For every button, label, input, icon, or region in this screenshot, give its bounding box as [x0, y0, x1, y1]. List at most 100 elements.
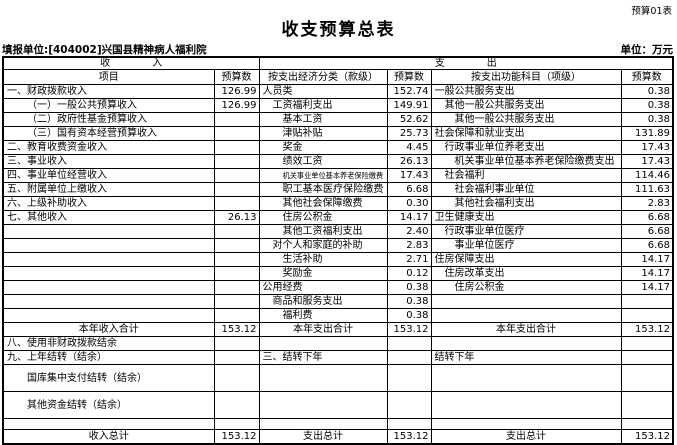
func-subject-label: 社会福利事业单位 — [430, 182, 622, 197]
income-budget-value: 26.13 — [213, 210, 260, 225]
func-subject-label: 行政事业单位养老支出 — [430, 140, 622, 155]
table-row: 收入总计 153.12 支出总计 153.12 支出总计 153.12 — [2, 429, 674, 445]
func-subject-label: 其他一般公共服务支出 — [430, 112, 622, 127]
income-item-label: 本年收入合计 — [2, 322, 215, 337]
income-item-label: 二、教育收费资金收入 — [2, 140, 215, 155]
func-budget-value — [620, 308, 674, 323]
func-budget-value: 6.68 — [620, 224, 674, 239]
econ-budget-value: 0.38 — [386, 308, 432, 323]
func-budget-value — [620, 364, 674, 392]
income-item-label: 一、财政拨款收入 — [2, 84, 215, 99]
func-budget-value: 14.17 — [620, 266, 674, 281]
func-subject-label: 结转下年 — [430, 350, 622, 365]
table-row: （三）国有资本经营预算收入 津贴补贴 25.73 社会保障和就业支出 131.89 — [2, 126, 674, 141]
budget-table: 收入 支出 项目 预算数 按支出经济分类（款级） 预算数 按支出功能科目（项级）… — [2, 56, 674, 445]
econ-budget-value — [386, 364, 432, 392]
table-row: 福利费 0.38 — [2, 308, 674, 323]
income-budget-value: 126.99 — [213, 84, 260, 99]
income-budget-value — [213, 168, 260, 183]
econ-class-label: 对个人和家庭的补助 — [258, 238, 388, 253]
func-subject-label: 其他一般公共服务支出 — [430, 98, 622, 113]
table-row: 公用经费 0.38 住房公积金 14.17 — [2, 280, 674, 295]
econ-class-label: 住房公积金 — [258, 210, 388, 225]
econ-budget-value: 149.91 — [386, 98, 432, 113]
func-budget-value — [620, 391, 674, 419]
income-group-header: 收入 — [100, 58, 205, 69]
econ-class-label: 工资福利支出 — [258, 98, 388, 113]
table-row: 一、财政拨款收入 126.99 人员类 152.74 一般公共服务支出 0.38 — [2, 84, 674, 99]
income-budget-value: 153.12 — [213, 429, 260, 445]
func-subject-label — [430, 336, 622, 351]
table-row: 七、其他收入 26.13 住房公积金 14.17 卫生健康支出 6.68 — [2, 210, 674, 225]
func-budget-value: 2.83 — [620, 196, 674, 211]
table-row: 二、教育收费资金收入 奖金 4.45 行政事业单位养老支出 17.43 — [2, 140, 674, 155]
func-subject-label — [430, 294, 622, 309]
econ-class-label: 机关事业单位基本养老保险缴费 — [258, 168, 388, 183]
econ-budget-value: 2.40 — [386, 224, 432, 239]
econ-budget-value: 17.43 — [386, 168, 432, 183]
func-subject-label — [430, 364, 622, 392]
econ-class-label: 其他社会保障缴费 — [258, 196, 388, 211]
col-header-income-budget: 预算数 — [213, 69, 260, 85]
econ-budget-value: 152.74 — [386, 84, 432, 99]
income-item-label: 七、其他收入 — [2, 210, 215, 225]
table-row: 九、上年结转（结余） 三、结转下年 结转下年 — [2, 350, 674, 365]
func-budget-value: 14.17 — [620, 280, 674, 295]
func-subject-label: 一般公共服务支出 — [430, 84, 622, 99]
func-budget-value: 114.46 — [620, 168, 674, 183]
econ-class-label: 奖励金 — [258, 266, 388, 281]
income-item-label: 五、附属单位上缴收入 — [2, 182, 215, 197]
func-subject-label: 卫生健康支出 — [430, 210, 622, 225]
income-item-label: 收入总计 — [2, 429, 215, 445]
table-row: （二）政府性基金预算收入 基本工资 52.62 其他一般公共服务支出 0.38 — [2, 112, 674, 127]
func-subject-label: 事业单位医疗 — [430, 238, 622, 253]
econ-budget-value: 26.13 — [386, 154, 432, 169]
table-row: 本年收入合计 153.12 本年支出合计 153.12 本年支出合计 153.12 — [2, 322, 674, 337]
func-budget-value: 6.68 — [620, 210, 674, 225]
econ-budget-value: 0.38 — [386, 280, 432, 295]
econ-class-label: 基本工资 — [258, 112, 388, 127]
income-budget-value — [213, 266, 260, 281]
income-item-label — [2, 294, 215, 309]
func-subject-label: 其他社会福利支出 — [430, 196, 622, 211]
econ-class-label: 其他工资福利支出 — [258, 224, 388, 239]
func-budget-value — [620, 350, 674, 365]
income-item-label — [2, 252, 215, 267]
column-header-row: 项目 预算数 按支出经济分类（款级） 预算数 按支出功能科目（项级） 预算数 — [2, 69, 674, 85]
econ-class-label: 人员类 — [258, 84, 388, 99]
table-row: 六、上级补助收入 其他社会保障缴费 0.30 其他社会福利支出 2.83 — [2, 196, 674, 211]
econ-class-label: 三、结转下年 — [258, 350, 388, 365]
econ-budget-value: 2.83 — [386, 238, 432, 253]
income-budget-value — [213, 350, 260, 365]
income-item-label: 其他资金结转（结余） — [2, 391, 215, 419]
table-row: 生活补助 2.71 住房保障支出 14.17 — [2, 252, 674, 267]
income-item-label: （一）一般公共预算收入 — [2, 98, 215, 113]
income-item-label: 六、上级补助收入 — [2, 196, 215, 211]
econ-class-label: 生活补助 — [258, 252, 388, 267]
econ-budget-value: 52.62 — [386, 112, 432, 127]
table-row: 奖励金 0.12 住房改革支出 14.17 — [2, 266, 674, 281]
income-budget-value — [213, 238, 260, 253]
table-row: 其他工资福利支出 2.40 行政事业单位医疗 6.68 — [2, 224, 674, 239]
table-row: 国库集中支付结转（结余） — [2, 364, 674, 392]
income-item-label — [2, 238, 215, 253]
form-number: 预算01表 — [631, 6, 672, 17]
econ-budget-value: 0.12 — [386, 266, 432, 281]
func-budget-value: 0.38 — [620, 112, 674, 127]
func-subject-label: 机关事业单位基本养老保险缴费支出 — [430, 154, 622, 169]
func-budget-value: 14.17 — [620, 252, 674, 267]
table-row: 四、事业单位经营收入 机关事业单位基本养老保险缴费 17.43 社会福利 114.46 — [2, 168, 674, 183]
table-row: （一）一般公共预算收入 126.99 工资福利支出 149.91 其他一般公共服务支出 0… — [2, 98, 674, 113]
income-item-label: 九、上年结转（结余） — [2, 350, 215, 365]
econ-class-label — [258, 391, 388, 419]
income-item-label — [2, 308, 215, 323]
col-header-econ-class: 按支出经济分类（款级） — [258, 69, 388, 85]
econ-budget-value: 153.12 — [386, 429, 432, 445]
table-row: 商品和服务支出 0.38 — [2, 294, 674, 309]
income-item-label — [2, 266, 215, 281]
econ-class-label: 支出总计 — [258, 429, 388, 445]
income-budget-value — [213, 364, 260, 392]
table-row: 其他资金结转（结余） — [2, 391, 674, 419]
unit-note: 单位：万元 — [620, 44, 674, 56]
func-subject-label: 住房保障支出 — [430, 252, 622, 267]
